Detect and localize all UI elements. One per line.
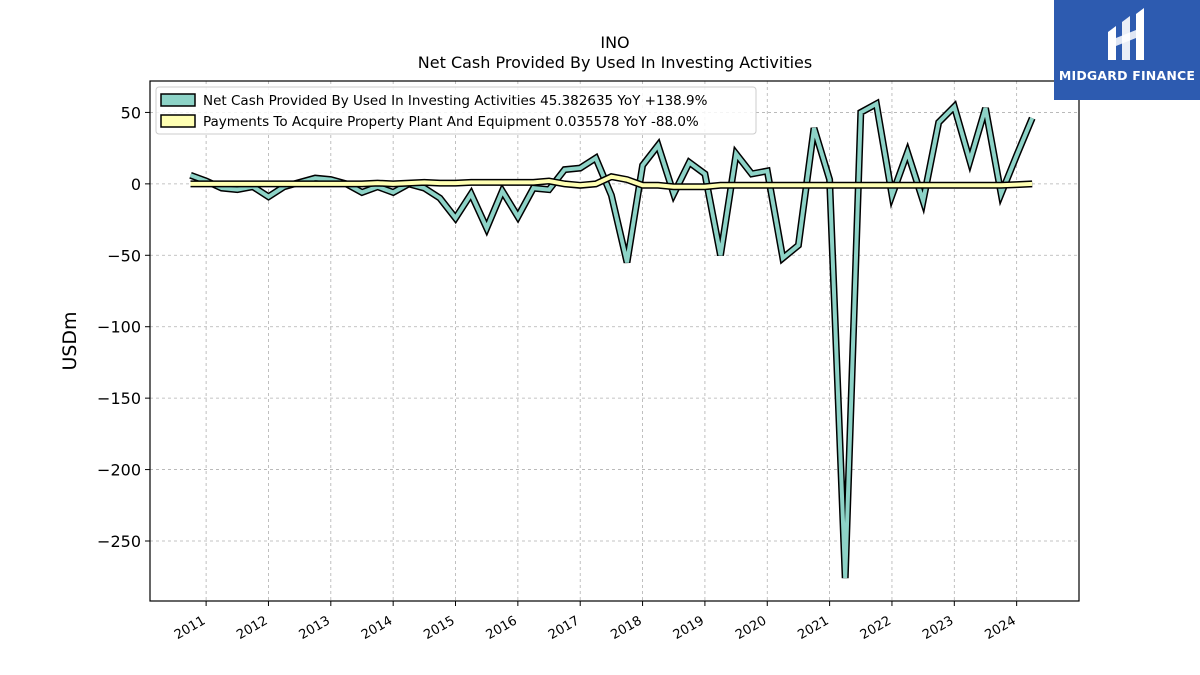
x-tick-label: 2014 [359,613,395,643]
y-tick-label: 0 [131,175,141,194]
x-tick-label: 2024 [982,613,1018,643]
plot-frame [149,80,1080,602]
legend-swatch-capex [160,114,196,128]
x-tick-label: 2023 [920,613,956,643]
x-tick-label: 2021 [795,613,831,643]
x-tick-label: 2011 [172,613,208,643]
midgard-logo-icon [1108,8,1144,60]
legend: Net Cash Provided By Used In Investing A… [155,86,757,135]
x-tick-label: 2013 [297,613,333,643]
legend-label-net-cash: Net Cash Provided By Used In Investing A… [203,93,708,109]
x-axis-ticks: 2011 2012 2013 2014 2015 2016 2017 2018 2019 2020… [172,601,1019,643]
y-tick-label: −100 [97,318,141,337]
chart-subtitle: Net Cash Provided By Used In Investing A… [418,53,812,72]
series-layer [189,98,1036,579]
series-1-line [190,174,1033,189]
x-tick-label: 2022 [858,613,894,643]
chart-title: INO [600,33,629,52]
y-tick-label: −50 [107,246,141,265]
x-tick-label: 2016 [484,613,520,643]
legend-label-capex: Payments To Acquire Property Plant And E… [203,114,699,130]
legend-box [155,86,757,135]
grid-lines [150,81,1079,601]
x-tick-label: 2019 [671,613,707,643]
x-tick-label: 2012 [234,613,270,643]
y-tick-label: −150 [97,389,141,408]
y-tick-label: 50 [121,103,141,122]
x-tick-label: 2018 [608,613,644,643]
legend-swatch-net-cash [160,93,196,107]
y-tick-label: −250 [97,532,141,551]
y-axis-label: USDm [59,311,81,370]
y-axis-ticks: 50 0 −50 −100 −150 −200 −250 [97,103,150,551]
brand-name: MIDGARD FINANCE [1058,68,1196,83]
brand-logo: MIDGARD FINANCE [1054,0,1200,100]
x-tick-label: 2020 [733,613,769,643]
series-0-line [189,100,1035,579]
x-tick-label: 2015 [421,613,457,643]
x-tick-label: 2017 [546,613,582,643]
y-tick-label: −200 [97,461,141,480]
